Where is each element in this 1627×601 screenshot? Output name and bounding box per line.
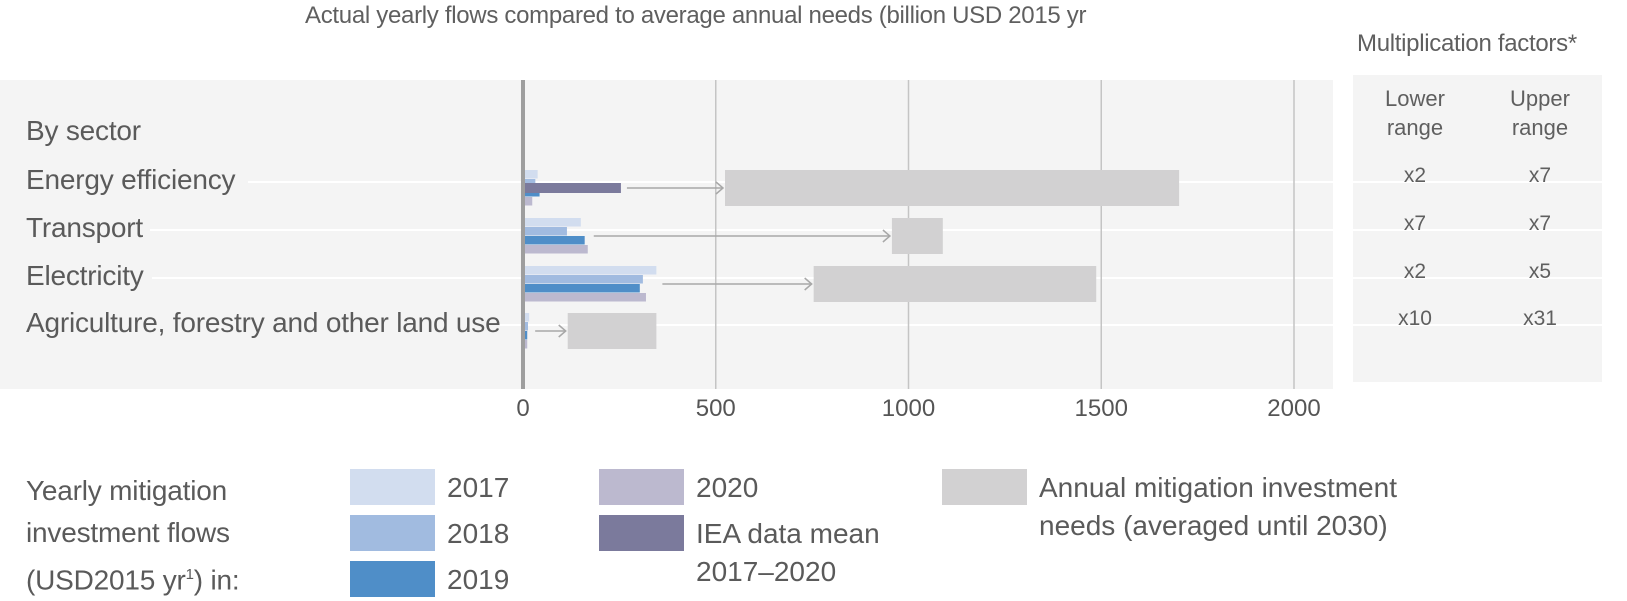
flow-bar-2017 — [525, 313, 530, 322]
needs-range-bar — [813, 266, 1097, 302]
legend-title: Yearly mitigation investment flows (USD2… — [26, 470, 240, 601]
legend-label-needs: Annual mitigation investment needs (aver… — [1039, 469, 1397, 545]
row-separator — [152, 277, 1333, 279]
legend-label-2017: 2017 — [447, 472, 510, 503]
flow-bar-2017 — [525, 218, 581, 227]
flow-bar-2018 — [525, 227, 567, 236]
x-tick-label: 2000 — [1267, 395, 1320, 422]
legend-swatch-2020 — [599, 469, 684, 505]
legend-item-iea-mean: IEA data mean 2017–2020 — [599, 515, 880, 591]
gap-arrow-head-icon — [882, 229, 892, 243]
needs-range-bar — [725, 170, 1180, 206]
legend-label-iea-mean: IEA data mean 2017–2020 — [696, 515, 880, 591]
chart-title: Actual yearly flows compared to average … — [305, 2, 1087, 29]
legend-label-2019: 2019 — [447, 564, 510, 595]
flow-bar-2018 — [525, 275, 643, 284]
mf-value-lower: x7 — [1403, 212, 1427, 235]
chart-panel — [0, 80, 1333, 389]
gap-arrow-head-icon — [804, 277, 813, 291]
flow-bar-2017 — [525, 170, 538, 179]
gap-arrow-head-icon — [715, 181, 725, 195]
mf-value-upper: x7 — [1528, 212, 1552, 235]
row-separator — [1353, 324, 1602, 326]
legend-swatch-2017 — [350, 469, 435, 505]
row-separator — [1353, 181, 1602, 183]
legend-title-unit: (USD2015 yr — [26, 564, 186, 596]
legend-title-superscript: 1 — [185, 566, 194, 583]
x-tick-label: 0 — [516, 395, 529, 422]
category-label-energy-efficiency: Energy efficiency — [26, 164, 236, 195]
needs-range-bar — [567, 313, 657, 349]
legend-label-2020: 2020 — [696, 472, 759, 503]
flow-bar-2019 — [525, 331, 528, 340]
x-tick-label: 1000 — [882, 395, 935, 422]
category-label-afolu: Agriculture, forestry and other land use — [26, 307, 501, 338]
mf-value-lower: x10 — [1398, 307, 1432, 330]
needs-range-bar — [891, 218, 943, 254]
category-label-transport: Transport — [26, 212, 143, 243]
legend-title-suffix: ) in: — [193, 564, 240, 596]
legend-label-2018: 2018 — [447, 518, 510, 549]
multiplication-factors-panel — [1353, 75, 1602, 382]
flow-bar-2017 — [525, 266, 657, 275]
legend-swatch-2018 — [350, 515, 435, 551]
flow-bar-2020 — [525, 245, 588, 254]
multiplication-factors-title: Multiplication factors* — [1357, 30, 1577, 57]
legend-label-line: 2017–2020 — [696, 556, 837, 587]
legend-item-2020: 2020 — [599, 469, 758, 507]
mf-column-header-lower: Lower range — [1385, 86, 1445, 140]
legend-item-2017: 2017 — [350, 469, 509, 507]
group-label-by-sector: By sector — [26, 115, 141, 146]
legend-swatch-needs — [942, 469, 1027, 505]
mf-value-lower: x2 — [1403, 260, 1427, 283]
flow-bar-iea-mean — [525, 183, 621, 193]
legend-title-line: (USD2015 yr1) in: — [26, 554, 240, 601]
mf-value-upper: x5 — [1528, 260, 1552, 283]
flow-bar-2019 — [525, 284, 640, 293]
flow-bar-2020 — [525, 340, 528, 349]
row-separator — [1353, 277, 1602, 279]
row-separator — [150, 229, 1333, 231]
legend-item-needs: Annual mitigation investment needs (aver… — [942, 469, 1397, 545]
flow-bar-2020 — [525, 293, 646, 302]
legend-item-2019: 2019 — [350, 561, 509, 599]
legend-label-line: IEA data mean — [696, 518, 880, 549]
x-tick-label: 500 — [696, 395, 736, 422]
legend-label-line: needs (averaged until 2030) — [1039, 510, 1388, 541]
mf-value-lower: x2 — [1403, 164, 1427, 187]
legend-title-line: investment flows — [26, 517, 230, 548]
legend-swatch-2019 — [350, 561, 435, 597]
mf-value-upper: x7 — [1528, 164, 1552, 187]
row-separator — [500, 324, 1333, 326]
legend-title-line: Yearly mitigation — [26, 475, 228, 506]
mf-value-upper: x31 — [1523, 307, 1557, 330]
mf-column-header-upper: Upper range — [1510, 86, 1570, 140]
flow-bar-2020 — [525, 197, 533, 206]
gap-arrow-head-icon — [558, 324, 567, 338]
legend-item-2018: 2018 — [350, 515, 509, 553]
x-tick-label: 1500 — [1075, 395, 1128, 422]
category-label-electricity: Electricity — [26, 260, 144, 291]
legend-label-line: Annual mitigation investment — [1039, 472, 1397, 503]
flow-bar-2018 — [525, 322, 529, 331]
flow-bar-2019 — [525, 236, 585, 245]
row-separator — [1353, 229, 1602, 231]
legend-swatch-iea-mean — [599, 515, 684, 551]
